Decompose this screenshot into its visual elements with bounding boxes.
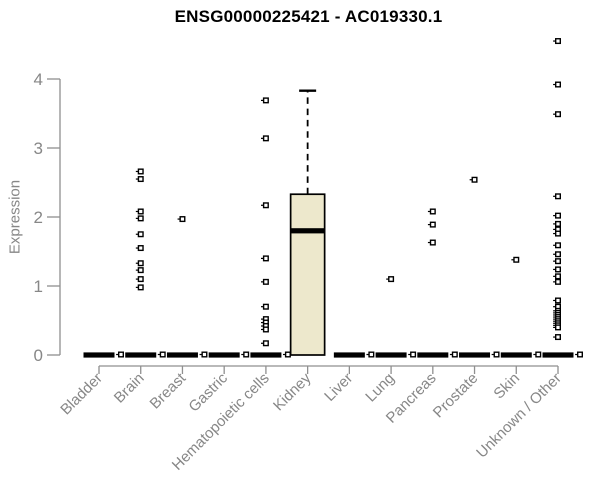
outlier-point xyxy=(471,176,478,183)
outlier-point xyxy=(201,351,208,358)
collapsed-median-bar xyxy=(208,352,240,358)
outlier-point xyxy=(554,266,561,273)
x-axis-label: Prostate xyxy=(430,370,482,422)
outlier-point xyxy=(243,351,250,358)
outlier-point xyxy=(554,334,561,341)
box xyxy=(289,193,326,356)
outlier-point xyxy=(513,256,520,263)
outlier-point xyxy=(262,340,269,347)
collapsed-median-bar xyxy=(125,352,157,358)
outlier-point xyxy=(554,278,561,285)
outlier-point xyxy=(554,230,561,237)
outlier-point xyxy=(159,351,166,358)
y-tick-label: 1 xyxy=(34,277,43,296)
outlier-point xyxy=(262,97,269,104)
outlier-point xyxy=(137,176,144,183)
collapsed-median-bar xyxy=(459,352,491,358)
x-axis-label: Breast xyxy=(147,369,190,412)
x-axis-label: Lung xyxy=(362,370,398,406)
outlier-point xyxy=(262,326,269,333)
outlier-point xyxy=(554,81,561,88)
outlier-point xyxy=(554,38,561,45)
outlier-point xyxy=(554,193,561,200)
outlier-point xyxy=(554,242,561,249)
outlier-point xyxy=(554,273,561,280)
outlier-point xyxy=(554,111,561,118)
outlier-point xyxy=(554,212,561,219)
outlier-point xyxy=(179,216,186,223)
outlier-point xyxy=(429,208,436,215)
outlier-point xyxy=(262,303,269,310)
outlier-point xyxy=(262,202,269,209)
outlier-point xyxy=(262,278,269,285)
outlier-point xyxy=(137,284,144,291)
outlier-point xyxy=(451,351,458,358)
outlier-point xyxy=(554,258,561,265)
collapsed-median-bar xyxy=(542,352,574,358)
outlier-point xyxy=(137,215,144,222)
outlier-point xyxy=(137,208,144,215)
outlier-point xyxy=(554,297,561,304)
x-axis-label: Kidney xyxy=(270,369,315,414)
outlier-point xyxy=(137,267,144,274)
outlier-point xyxy=(262,135,269,142)
outlier-point xyxy=(535,351,542,358)
outlier-point xyxy=(137,168,144,175)
collapsed-median-bar xyxy=(375,352,407,358)
outlier-point xyxy=(137,276,144,283)
outlier-point xyxy=(137,231,144,238)
outlier-point xyxy=(137,245,144,252)
outlier-point xyxy=(368,351,375,358)
y-tick-label: 2 xyxy=(34,208,43,227)
y-tick-label: 0 xyxy=(34,346,43,365)
outlier-point xyxy=(410,351,417,358)
outlier-point xyxy=(137,260,144,267)
outlier-point xyxy=(429,239,436,246)
x-axis-label: Bladder xyxy=(57,370,106,419)
outlier-point xyxy=(262,255,269,262)
outlier-point xyxy=(554,220,561,227)
chart-title: ENSG00000225421 - AC019330.1 xyxy=(174,7,443,26)
outlier-point xyxy=(554,251,561,258)
collapsed-median-bar xyxy=(417,352,449,358)
median-line xyxy=(290,228,325,234)
outlier-point xyxy=(576,351,583,358)
collapsed-median-bar xyxy=(333,352,365,358)
collapsed-median-bar xyxy=(166,352,198,358)
x-axis-label: Liver xyxy=(321,370,356,405)
y-tick-label: 3 xyxy=(34,139,43,158)
collapsed-median-bar xyxy=(250,352,282,358)
outlier-point xyxy=(493,351,500,358)
outlier-point xyxy=(554,324,561,331)
y-tick-label: 4 xyxy=(34,70,43,89)
outlier-point xyxy=(284,351,291,358)
collapsed-median-bar xyxy=(500,352,532,358)
outlier-point xyxy=(117,351,124,358)
outlier-point xyxy=(429,221,436,228)
outlier-point xyxy=(388,276,395,283)
x-axis-label: Brain xyxy=(111,370,148,407)
collapsed-median-bar xyxy=(83,352,115,358)
x-axis-label: Skin xyxy=(490,370,523,403)
